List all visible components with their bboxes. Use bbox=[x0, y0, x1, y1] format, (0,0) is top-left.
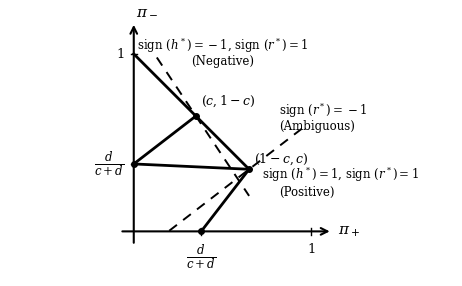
Text: (Ambiguous): (Ambiguous) bbox=[279, 120, 355, 133]
Text: (Negative): (Negative) bbox=[191, 55, 254, 67]
Text: sign $(h^*) = 1$, sign $(r^*) = 1$: sign $(h^*) = 1$, sign $(r^*) = 1$ bbox=[261, 165, 418, 184]
Text: $\pi_+$: $\pi_+$ bbox=[338, 224, 360, 239]
Text: $1$: $1$ bbox=[307, 242, 316, 256]
Text: sign $(r^*) = -1$: sign $(r^*) = -1$ bbox=[279, 101, 367, 120]
Text: (Positive): (Positive) bbox=[279, 186, 335, 199]
Text: $\dfrac{d}{c+d}$: $\dfrac{d}{c+d}$ bbox=[186, 244, 216, 271]
Text: $\pi_-$: $\pi_-$ bbox=[136, 5, 158, 18]
Text: $(1-c,c)$: $(1-c,c)$ bbox=[255, 152, 309, 168]
Text: $1$: $1$ bbox=[116, 47, 125, 61]
Text: sign $(h^*) = -1$, sign $(r^*) = 1$: sign $(h^*) = -1$, sign $(r^*) = 1$ bbox=[137, 35, 308, 55]
Text: $(c,1-c)$: $(c,1-c)$ bbox=[201, 94, 255, 109]
Text: $\dfrac{d}{c+d}$: $\dfrac{d}{c+d}$ bbox=[95, 150, 125, 178]
